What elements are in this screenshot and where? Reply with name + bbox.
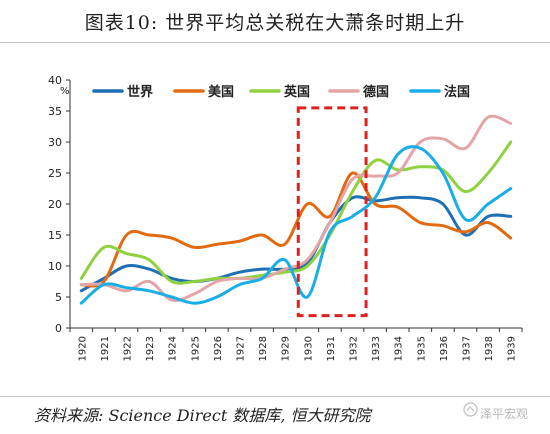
series-line-5 xyxy=(79,145,513,305)
x-tick-label: 1935 xyxy=(416,336,427,361)
series-line-1 xyxy=(79,195,513,293)
y-tick-label: 0 xyxy=(55,322,62,335)
legend-label-4: 德国 xyxy=(363,84,389,100)
legend-label-3: 英国 xyxy=(283,84,310,100)
source-band xyxy=(0,396,550,434)
x-tick-label: 1926 xyxy=(213,336,224,361)
y-unit-label: % xyxy=(60,86,70,97)
x-tick-label: 1922 xyxy=(123,336,134,361)
watermark-logo-icon xyxy=(463,402,478,417)
x-tick-label: 1938 xyxy=(484,336,495,361)
y-tick-label: 10 xyxy=(48,260,62,273)
series-layer xyxy=(79,114,513,305)
series-line-2 xyxy=(79,171,513,288)
x-tick-label: 1929 xyxy=(281,336,292,361)
legend: 世界 美国 英国 德国 法国 xyxy=(92,84,470,100)
x-tick-label: 1923 xyxy=(145,336,156,361)
chart-title: 图表10: 世界平均总关税在大萧条时期上升 xyxy=(84,12,466,34)
title-band xyxy=(0,0,550,43)
legend-label-1: 世界 xyxy=(127,84,153,100)
x-tick-label: 1927 xyxy=(236,336,247,361)
x-tick-label: 1924 xyxy=(168,336,179,361)
x-tick-label: 1928 xyxy=(258,336,269,361)
x-tick-label: 1921 xyxy=(100,336,111,361)
tariff-line-chart: 0 5 10 15 20 25 30 35 40% 1920 1921 1922 1923 1924 192… xyxy=(48,74,523,361)
x-tick-label: 1939 xyxy=(507,336,518,361)
y-tick-label: 5 xyxy=(55,291,62,304)
y-tick-label: 15 xyxy=(48,229,62,242)
legend-label-5: 法国 xyxy=(444,84,470,100)
axes: 0 5 10 15 20 25 30 35 40% 1920 1921 1922 1923 1924 192… xyxy=(48,74,523,361)
series-line-3 xyxy=(79,140,513,285)
highlight-layer xyxy=(296,106,368,318)
x-tick-label: 1930 xyxy=(303,336,314,361)
x-tick-label: 1937 xyxy=(462,336,473,361)
x-tick-label: 1933 xyxy=(371,336,382,361)
x-tick-label: 1920 xyxy=(77,336,88,361)
legend-label-2: 美国 xyxy=(208,84,234,100)
highlight-box xyxy=(296,106,368,318)
x-tick-label: 1934 xyxy=(394,336,405,361)
watermark: 泽平宏观 xyxy=(480,407,529,421)
y-tick-label: 25 xyxy=(48,167,62,180)
x-tick-label: 1932 xyxy=(349,336,360,361)
x-tick-label: 1925 xyxy=(190,336,201,361)
y-tick-label: 20 xyxy=(48,198,62,211)
source-note: 资料来源: Science Direct 数据库, 恒大研究院 xyxy=(34,406,371,425)
y-tick-label: 30 xyxy=(48,136,62,149)
y-tick-label: 40 xyxy=(48,74,62,87)
series-line-4 xyxy=(79,114,513,303)
x-tick-label: 1931 xyxy=(326,336,337,361)
y-tick-label: 35 xyxy=(48,105,62,118)
x-tick-label: 1936 xyxy=(439,336,450,361)
